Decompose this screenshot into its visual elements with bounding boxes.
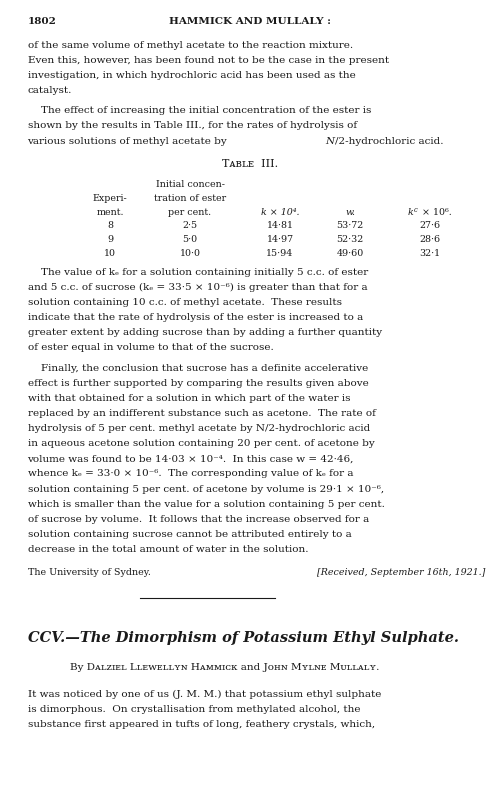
Text: 14·81: 14·81	[266, 222, 293, 230]
Text: 1802: 1802	[28, 17, 56, 25]
Text: of ester equal in volume to that of the sucrose.: of ester equal in volume to that of the …	[28, 343, 273, 352]
Text: 27·6: 27·6	[420, 222, 440, 230]
Text: w.: w.	[345, 208, 355, 217]
Text: greater extent by adding sucrose than by adding a further quantity: greater extent by adding sucrose than by…	[28, 329, 382, 337]
Text: catalyst.: catalyst.	[28, 86, 72, 95]
Text: 53·72: 53·72	[336, 222, 363, 230]
Text: per cent.: per cent.	[168, 208, 212, 217]
Text: The value of kₑ for a solution containing initially 5 c.c. of ester: The value of kₑ for a solution containin…	[28, 268, 368, 277]
Text: of the same volume of methyl acetate to the reaction mixture.: of the same volume of methyl acetate to …	[28, 41, 352, 50]
Text: Finally, the conclusion that sucrose has a definite accelerative: Finally, the conclusion that sucrose has…	[28, 364, 368, 373]
Text: solution containing 5 per cent. of acetone by volume is 29·1 × 10⁻⁶,: solution containing 5 per cent. of aceto…	[28, 485, 384, 494]
Text: 9: 9	[107, 235, 113, 244]
Text: The University of Sydney.: The University of Sydney.	[28, 567, 150, 577]
Text: CCV.—The Dimorphism of Potassium Ethyl Sulphate.: CCV.—The Dimorphism of Potassium Ethyl S…	[28, 631, 458, 645]
Text: indicate that the rate of hydrolysis of the ester is increased to a: indicate that the rate of hydrolysis of …	[28, 313, 363, 322]
Text: of sucrose by volume.  It follows that the increase observed for a: of sucrose by volume. It follows that th…	[28, 515, 369, 523]
Text: hydrolysis of 5 per cent. methyl acetate by N/2-hydrochloric acid: hydrolysis of 5 per cent. methyl acetate…	[28, 424, 370, 433]
Text: whence kₑ = 33·0 × 10⁻⁶.  The corresponding value of kₑ for a: whence kₑ = 33·0 × 10⁻⁶. The correspondi…	[28, 469, 353, 479]
Text: Experi-: Experi-	[92, 194, 128, 203]
Text: tration of ester: tration of ester	[154, 194, 226, 203]
Text: 49·60: 49·60	[336, 249, 363, 258]
Text: k: k	[408, 208, 413, 217]
Text: 10: 10	[104, 249, 116, 258]
Text: 10·0: 10·0	[180, 249, 201, 258]
Text: 2·5: 2·5	[182, 222, 198, 230]
Text: /2-hydrochloric acid.: /2-hydrochloric acid.	[335, 137, 444, 145]
Text: [Received, September 16th, 1921.]: [Received, September 16th, 1921.]	[316, 567, 485, 577]
Text: investigation, in which hydrochloric acid has been used as the: investigation, in which hydrochloric aci…	[28, 71, 355, 80]
Text: N: N	[325, 137, 334, 145]
Text: It was noticed by one of us (J. M. M.) that potassium ethyl sulphate: It was noticed by one of us (J. M. M.) t…	[28, 690, 381, 699]
Text: 5·0: 5·0	[182, 235, 198, 244]
Text: solution containing sucrose cannot be attributed entirely to a: solution containing sucrose cannot be at…	[28, 530, 351, 539]
Text: solution containing 10 c.c. of methyl acetate.  These results: solution containing 10 c.c. of methyl ac…	[28, 298, 342, 307]
Text: effect is further supported by comparing the results given above: effect is further supported by comparing…	[28, 379, 368, 387]
Text: shown by the results in Table III., for the rates of hydrolysis of: shown by the results in Table III., for …	[28, 122, 356, 130]
Text: × 10⁶.: × 10⁶.	[419, 208, 452, 217]
Text: Tᴀʙʟᴇ  III.: Tᴀʙʟᴇ III.	[222, 160, 278, 169]
Text: volume was found to be 14·03 × 10⁻⁴.  In this case w = 42·46,: volume was found to be 14·03 × 10⁻⁴. In …	[28, 454, 354, 464]
Text: c: c	[414, 206, 418, 215]
Text: 14·97: 14·97	[266, 235, 293, 244]
Text: various solutions of methyl acetate by: various solutions of methyl acetate by	[28, 137, 230, 145]
Text: is dimorphous.  On crystallisation from methylated alcohol, the: is dimorphous. On crystallisation from m…	[28, 705, 360, 714]
Text: replaced by an indifferent substance such as acetone.  The rate of: replaced by an indifferent substance suc…	[28, 409, 376, 418]
Text: By Dᴀʟzɪᴇʟ Lʟᴇwᴇʟʟʏɴ Hᴀᴍᴍɪᴄᴋ and Jᴏʜɴ Mʏʟɴᴇ Mᴜʟʟᴀʟʏ.: By Dᴀʟzɪᴇʟ Lʟᴇwᴇʟʟʏɴ Hᴀᴍᴍɪᴄᴋ and Jᴏʜɴ Mʏ…	[70, 663, 380, 672]
Text: which is smaller than the value for a solution containing 5 per cent.: which is smaller than the value for a so…	[28, 500, 384, 509]
Text: in aqueous acetone solution containing 20 per cent. of acetone by: in aqueous acetone solution containing 2…	[28, 439, 374, 448]
Text: 32·1: 32·1	[420, 249, 440, 258]
Text: with that obtained for a solution in which part of the water is: with that obtained for a solution in whi…	[28, 394, 350, 403]
Text: The effect of increasing the initial concentration of the ester is: The effect of increasing the initial con…	[28, 106, 371, 116]
Text: Initial concen-: Initial concen-	[156, 180, 224, 189]
Text: substance first appeared in tufts of long, feathery crystals, which,: substance first appeared in tufts of lon…	[28, 720, 374, 729]
Text: HAMMICK AND MULLALY :: HAMMICK AND MULLALY :	[169, 17, 331, 25]
Text: decrease in the total amount of water in the solution.: decrease in the total amount of water in…	[28, 545, 308, 554]
Text: 8: 8	[107, 222, 113, 230]
Text: Even this, however, has been found not to be the case in the present: Even this, however, has been found not t…	[28, 56, 388, 64]
Text: and 5 c.c. of sucrose (kₑ = 33·5 × 10⁻⁶) is greater than that for a: and 5 c.c. of sucrose (kₑ = 33·5 × 10⁻⁶)…	[28, 283, 367, 292]
Text: ment.: ment.	[96, 208, 124, 217]
Text: k × 10⁴.: k × 10⁴.	[261, 208, 299, 217]
Text: 28·6: 28·6	[420, 235, 440, 244]
Text: 52·32: 52·32	[336, 235, 363, 244]
Text: 15·94: 15·94	[266, 249, 293, 258]
